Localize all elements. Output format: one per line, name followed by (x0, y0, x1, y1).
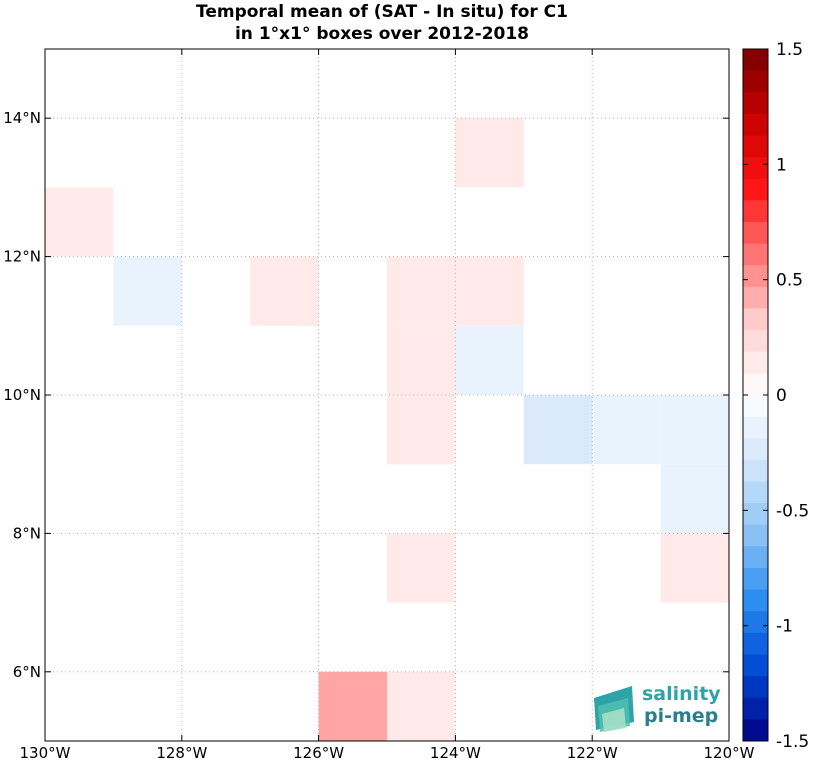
logo-text-salinity: salinity (642, 683, 721, 705)
colorbar: 1.5 1 0.5 0 -0.5 -1 -1.5 (742, 40, 809, 752)
colorbar-segment (743, 157, 768, 180)
axis-ticks: 130°W 128°W 126°W 124°W 122°W 120°W 6°N 8°N 10°N… (3, 49, 755, 762)
colorbar-segment (743, 49, 768, 72)
colorbar-segment (743, 568, 768, 591)
x-tick-label: 130°W (20, 744, 71, 762)
logo-text-pi-mep: pi-mep (644, 705, 718, 727)
y-tick-label: 14°N (3, 109, 41, 127)
colorbar-segment (743, 719, 768, 742)
heatmap-cell (318, 671, 387, 741)
heatmap-cell (455, 325, 524, 395)
colorbar-segment (743, 416, 768, 439)
colorbar-segment (743, 395, 768, 418)
heatmap-cell (455, 118, 524, 188)
colorbar-segment (743, 135, 768, 158)
colorbar-segment (743, 308, 768, 331)
x-tick-label: 126°W (293, 744, 344, 762)
colorbar-tick-label: 0 (776, 386, 787, 406)
colorbar-tick-label: 1.5 (776, 40, 803, 60)
heatmap-cell (387, 256, 456, 326)
heatmap-cell (660, 395, 729, 465)
heatmap-cell (592, 395, 661, 465)
heatmap-cell (523, 395, 593, 465)
colorbar-segment (743, 373, 768, 396)
grid-lines (45, 49, 729, 741)
colorbar-tick-label: 1 (776, 155, 787, 175)
heatmap-cell (660, 533, 729, 603)
chart-title-line2: in 1°x1° boxes over 2012-2018 (235, 24, 529, 44)
colorbar-segment (743, 503, 768, 526)
heatmap-cells (45, 118, 729, 741)
colorbar-segment (743, 611, 768, 634)
colorbar-segment (743, 589, 768, 612)
chart-title-line1: Temporal mean of (SAT - In situ) for C1 (196, 2, 568, 22)
colorbar-segments (743, 49, 768, 742)
colorbar-segment (743, 632, 768, 655)
y-tick-label: 12°N (3, 248, 41, 266)
y-tick-label: 10°N (3, 386, 41, 404)
colorbar-segment (743, 351, 768, 374)
colorbar-tick-label: -0.5 (776, 501, 809, 521)
colorbar-tick-label: -1 (776, 617, 793, 637)
y-tick-label: 8°N (13, 524, 41, 542)
colorbar-segment (743, 697, 768, 720)
colorbar-segment (743, 654, 768, 677)
heatmap-cell (250, 256, 319, 326)
colorbar-segment (743, 222, 768, 245)
heatmap-cell (387, 325, 456, 395)
heatmap-cell (660, 464, 729, 534)
heatmap-cell (455, 256, 524, 326)
plot-area: 130°W 128°W 126°W 124°W 122°W 120°W 6°N 8°N 10°N… (3, 48, 755, 762)
colorbar-segment (743, 330, 768, 353)
y-tick-label: 6°N (13, 663, 41, 681)
colorbar-segment (743, 546, 768, 569)
colorbar-tick-label: -1.5 (776, 732, 809, 752)
colorbar-segment (743, 70, 768, 93)
x-tick-label: 128°W (156, 744, 207, 762)
colorbar-segment (743, 481, 768, 504)
colorbar-segment (743, 438, 768, 461)
heatmap-cell (113, 256, 182, 326)
heatmap-cell (387, 533, 456, 603)
colorbar-tick-label: 0.5 (776, 271, 803, 291)
colorbar-segment (743, 243, 768, 266)
colorbar-segment (743, 265, 768, 288)
colorbar-segment (743, 113, 768, 136)
colorbar-segment (743, 286, 768, 309)
colorbar-segment (743, 200, 768, 223)
x-tick-label: 124°W (430, 744, 481, 762)
heatmap-cell (387, 395, 456, 465)
x-tick-label: 120°W (704, 744, 755, 762)
colorbar-segment (743, 92, 768, 115)
colorbar-segment (743, 524, 768, 547)
x-tick-label: 122°W (567, 744, 618, 762)
colorbar-segment (743, 459, 768, 482)
heatmap-cell (387, 671, 456, 741)
colorbar-segment (743, 178, 768, 201)
salinity-pi-mep-logo: salinity pi-mep (594, 683, 721, 732)
logo-wave-icon (594, 686, 634, 732)
heatmap-cell (45, 187, 114, 257)
colorbar-ticks: 1.5 1 0.5 0 -0.5 -1 -1.5 (743, 40, 809, 752)
colorbar-segment (743, 676, 768, 699)
